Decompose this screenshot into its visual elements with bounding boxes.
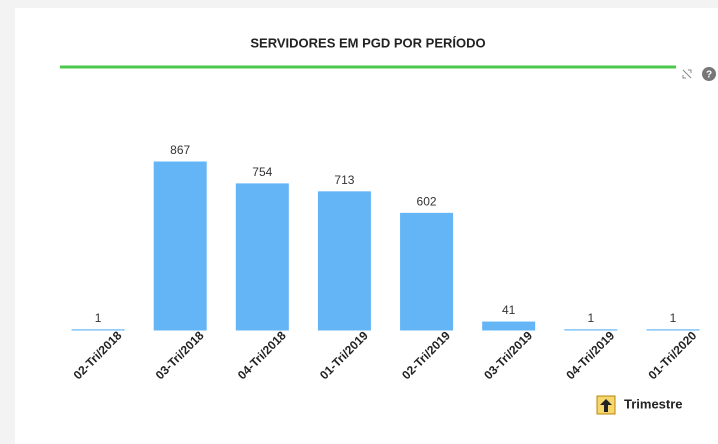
data-label: 754: [252, 165, 272, 179]
svg-text:?: ?: [706, 70, 712, 81]
data-label: 602: [417, 195, 437, 209]
bar: [317, 191, 371, 331]
bar: [400, 212, 454, 331]
data-label: 867: [170, 143, 190, 157]
expand-icon[interactable]: [682, 69, 692, 79]
x-label-button[interactable]: Trimestre: [596, 395, 683, 415]
x-axis-label: Trimestre: [624, 396, 683, 411]
help-icon[interactable]: ?: [702, 67, 716, 81]
x-label-arrow: [600, 399, 612, 412]
data-label: 1: [587, 311, 594, 325]
chart-title: SERVIDORES EM PGD POR PERÍODO: [250, 35, 485, 50]
data-label: 41: [502, 303, 516, 317]
bar: [235, 183, 289, 331]
bar: [153, 161, 207, 331]
bar: [482, 321, 536, 331]
data-label: 1: [95, 311, 102, 325]
data-label: 1: [670, 311, 677, 325]
data-label: 713: [334, 173, 354, 187]
